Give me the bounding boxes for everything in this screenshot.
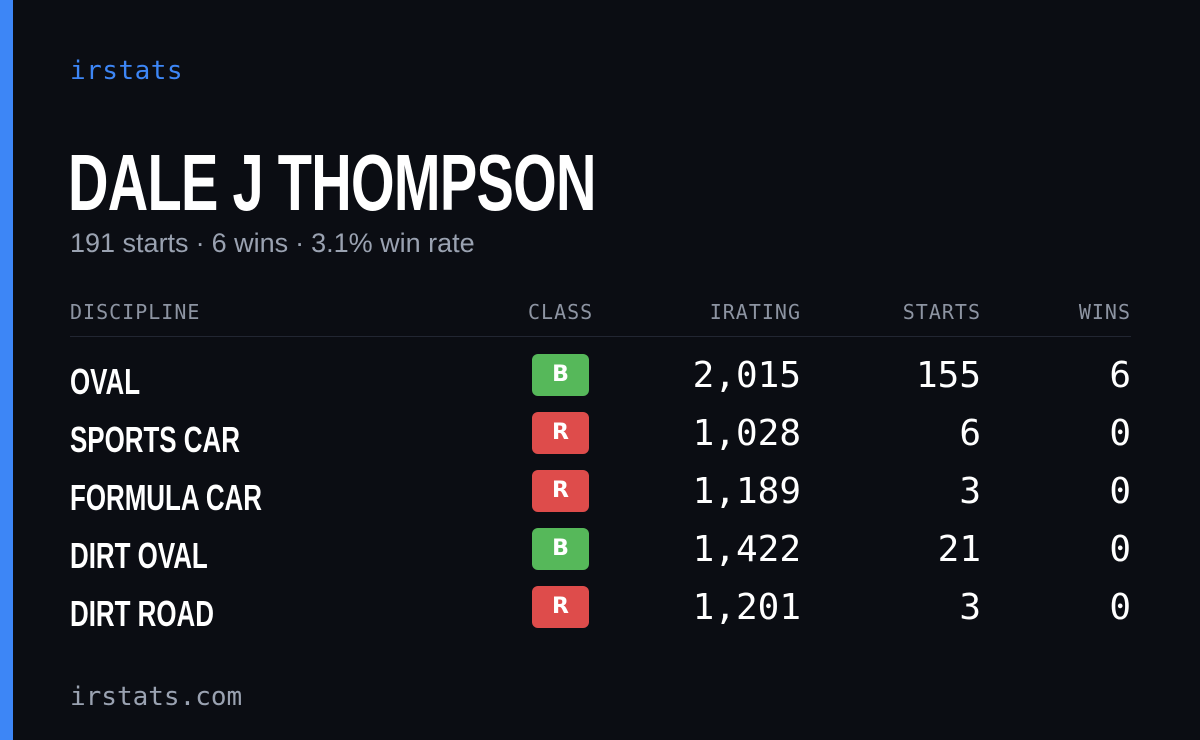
wins-value: 0 [1109,413,1131,454]
wins-value: 0 [1109,471,1131,512]
table-row: SPORTS CAR R 1,028 6 0 [70,412,1131,470]
footer-url: irstats.com [70,682,243,712]
header-irating: IRATING [709,300,801,324]
class-badge: R [532,412,589,454]
discipline-label: DIRT OVAL [70,535,208,576]
header-class: CLASS [528,300,594,324]
wins-value: 0 [1109,529,1131,570]
class-badge: B [532,354,589,396]
separator: · [195,228,205,258]
wins-value: 6 [1109,355,1131,396]
table-row: DIRT ROAD R 1,201 3 0 [70,586,1131,644]
discipline-label: FORMULA CAR [70,477,262,518]
header-discipline: DISCIPLINE [70,300,201,324]
table-row: DIRT OVAL B 1,422 21 0 [70,528,1131,586]
table-header: DISCIPLINE CLASS IRATING STARTS WINS [70,300,1131,337]
header-starts: STARTS [902,300,981,324]
driver-summary: 191 starts · 6 wins · 3.1% win rate [70,228,475,259]
starts-value: 155 [915,355,981,396]
irating-value: 1,028 [692,413,801,454]
accent-bar [0,0,13,740]
brand-logo: irstats [70,56,184,86]
driver-name: DALE J THOMPSON [68,138,596,227]
wins-value: 0 [1109,587,1131,628]
wins-count: 6 wins [211,228,289,258]
starts-value: 3 [959,471,981,512]
starts-value: 6 [959,413,981,454]
win-rate: 3.1% win rate [311,228,475,258]
starts-count: 191 starts [70,228,189,258]
table-row: FORMULA CAR R 1,189 3 0 [70,470,1131,528]
starts-value: 3 [959,587,981,628]
irating-value: 1,201 [692,587,801,628]
discipline-label: DIRT ROAD [70,593,214,634]
discipline-label: OVAL [70,361,141,402]
class-badge: B [532,528,589,570]
class-badge: R [532,470,589,512]
irating-value: 1,189 [692,471,801,512]
table-row: OVAL B 2,015 155 6 [70,354,1131,412]
irating-value: 1,422 [692,529,801,570]
class-badge: R [532,586,589,628]
separator: · [295,228,305,258]
starts-value: 21 [937,529,981,570]
discipline-label: SPORTS CAR [70,419,240,460]
header-wins: WINS [1078,300,1131,324]
irating-value: 2,015 [692,355,801,396]
